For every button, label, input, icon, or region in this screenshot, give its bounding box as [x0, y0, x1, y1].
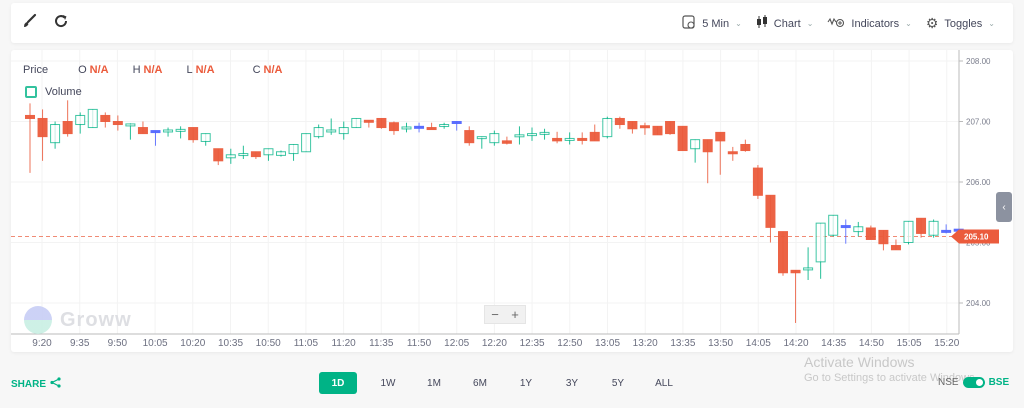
refresh-icon[interactable] — [53, 13, 69, 34]
x-tick-label: 12:05 — [444, 338, 470, 349]
bottom-bar: SHARE 1D 1W 1M 6M 1Y 3Y 5Y ALL — [0, 368, 1024, 398]
svg-text:205.10: 205.10 — [964, 232, 989, 241]
x-tick-label: 10:50 — [255, 338, 281, 349]
x-tick-label: 13:05 — [594, 338, 621, 349]
low-value: N/A — [195, 64, 215, 76]
x-tick-label: 11:35 — [369, 338, 394, 349]
low-label: L — [186, 64, 193, 76]
chevron-down-icon: ⌄ — [735, 19, 742, 28]
x-tick-label: 15:05 — [896, 338, 922, 349]
range-selector: 1D 1W 1M 6M 1Y 3Y 5Y ALL — [319, 372, 687, 394]
range-1m-button[interactable]: 1M — [427, 377, 441, 389]
svg-text:206.00: 206.00 — [966, 178, 991, 187]
x-tick-label: 10:05 — [142, 338, 168, 349]
zoom-in-button[interactable]: + — [511, 307, 519, 322]
share-icon — [50, 377, 61, 391]
x-tick-label: 13:20 — [632, 338, 658, 349]
chevron-down-icon: ⌄ — [905, 19, 912, 28]
x-tick-label: 9:35 — [69, 338, 90, 349]
x-tick-label: 12:35 — [519, 338, 545, 349]
watermark-text: Groww — [60, 308, 132, 331]
ohlc-legend: Price O N/A H N/A L N/A C N/A — [23, 64, 282, 76]
x-tick-label: 14:05 — [745, 338, 771, 349]
x-tick-label: 11:05 — [293, 338, 319, 349]
indicators-icon — [827, 16, 845, 31]
x-tick-label: 14:20 — [783, 338, 809, 349]
bse-label: BSE — [988, 377, 1010, 388]
high-label: H — [132, 64, 141, 76]
windows-activation-overlay: Activate Windows Go to Settings to activ… — [804, 354, 978, 384]
collapse-sidebar-button[interactable]: ‹ — [996, 192, 1012, 222]
range-all-button[interactable]: ALL — [655, 377, 673, 389]
x-tick-label: 10:35 — [217, 338, 244, 349]
close-value: N/A — [263, 64, 283, 76]
toolbar-left — [21, 13, 69, 34]
activate-subtitle: Go to Settings to activate Windows. — [804, 372, 978, 384]
volume-checkbox[interactable] — [25, 86, 37, 98]
volume-label: Volume — [45, 86, 82, 98]
chart-type-label: Chart — [773, 17, 801, 30]
chevron-left-icon: ‹ — [1002, 201, 1006, 213]
interval-label: 5 Min — [702, 17, 730, 30]
exchange-toggle[interactable] — [962, 377, 985, 388]
x-tick-label: 11:20 — [331, 338, 356, 349]
chevron-down-icon: ⌄ — [806, 19, 814, 28]
interval-dropdown[interactable]: 5 Min ⌄ — [682, 15, 742, 32]
clock-icon — [682, 15, 696, 32]
range-1w-button[interactable]: 1W — [380, 377, 396, 389]
exchange-switch[interactable]: NSE BSE — [938, 377, 1009, 388]
high-value: N/A — [143, 64, 163, 76]
x-axis: 9:20 9:35 9:50 10:05 10:20 10:35 10:50 11:05 11:… — [11, 334, 959, 352]
chart-toolbar: 5 Min ⌄ Chart ⌄ Indicators ⌄ ⚙ Toggles ⌄ — [11, 3, 1013, 43]
x-tick-label: 12:50 — [557, 338, 583, 349]
x-tick-label: 14:50 — [858, 338, 884, 349]
x-tick-label: 13:35 — [670, 338, 696, 349]
x-tick-label: 9:20 — [32, 338, 52, 349]
x-tick-label: 9:50 — [107, 338, 128, 349]
chart-type-dropdown[interactable]: Chart ⌄ — [756, 15, 814, 32]
range-1d-button[interactable]: 1D — [319, 372, 357, 394]
share-label: SHARE — [11, 378, 47, 390]
volume-toggle[interactable]: Volume — [25, 86, 82, 98]
range-5y-button[interactable]: 5Y — [611, 377, 625, 389]
zoom-out-button[interactable]: − — [491, 307, 499, 322]
toolbar-right: 5 Min ⌄ Chart ⌄ Indicators ⌄ ⚙ Toggles ⌄ — [682, 15, 995, 32]
x-tick-label: 11:50 — [406, 338, 432, 349]
x-tick-label: 12:20 — [481, 338, 507, 349]
brush-icon[interactable] — [21, 13, 37, 34]
chevron-down-icon: ⌄ — [988, 19, 995, 28]
groww-watermark: Groww — [24, 306, 132, 334]
x-tick-label: 14:35 — [821, 338, 847, 349]
svg-text:208.00: 208.00 — [966, 57, 991, 66]
indicators-dropdown[interactable]: Indicators ⌄ — [827, 16, 912, 31]
x-tick-label: 13:50 — [708, 338, 734, 349]
groww-logo-icon — [24, 306, 52, 334]
range-6m-button[interactable]: 6M — [473, 377, 487, 389]
candlestick-icon — [756, 15, 768, 32]
open-value: N/A — [89, 64, 109, 76]
gear-icon: ⚙ — [925, 15, 939, 31]
indicators-label: Indicators — [851, 17, 900, 30]
share-button[interactable]: SHARE — [11, 377, 61, 391]
close-label: C — [252, 64, 261, 76]
x-tick-label: 15:20 — [934, 338, 960, 349]
range-1y-button[interactable]: 1Y — [519, 377, 533, 389]
svg-text:204.00: 204.00 — [966, 299, 991, 308]
range-3y-button[interactable]: 3Y — [565, 377, 579, 389]
svg-text:207.00: 207.00 — [966, 118, 991, 127]
activate-title: Activate Windows — [804, 354, 915, 370]
x-tick-label: 10:20 — [180, 338, 206, 349]
price-label: Price — [23, 64, 49, 76]
zoom-controls: − + — [484, 305, 526, 324]
toggles-dropdown[interactable]: ⚙ Toggles ⌄ — [926, 15, 995, 32]
toggles-label: Toggles — [944, 17, 983, 30]
nse-label: NSE — [938, 377, 959, 388]
open-label: O — [78, 64, 87, 76]
